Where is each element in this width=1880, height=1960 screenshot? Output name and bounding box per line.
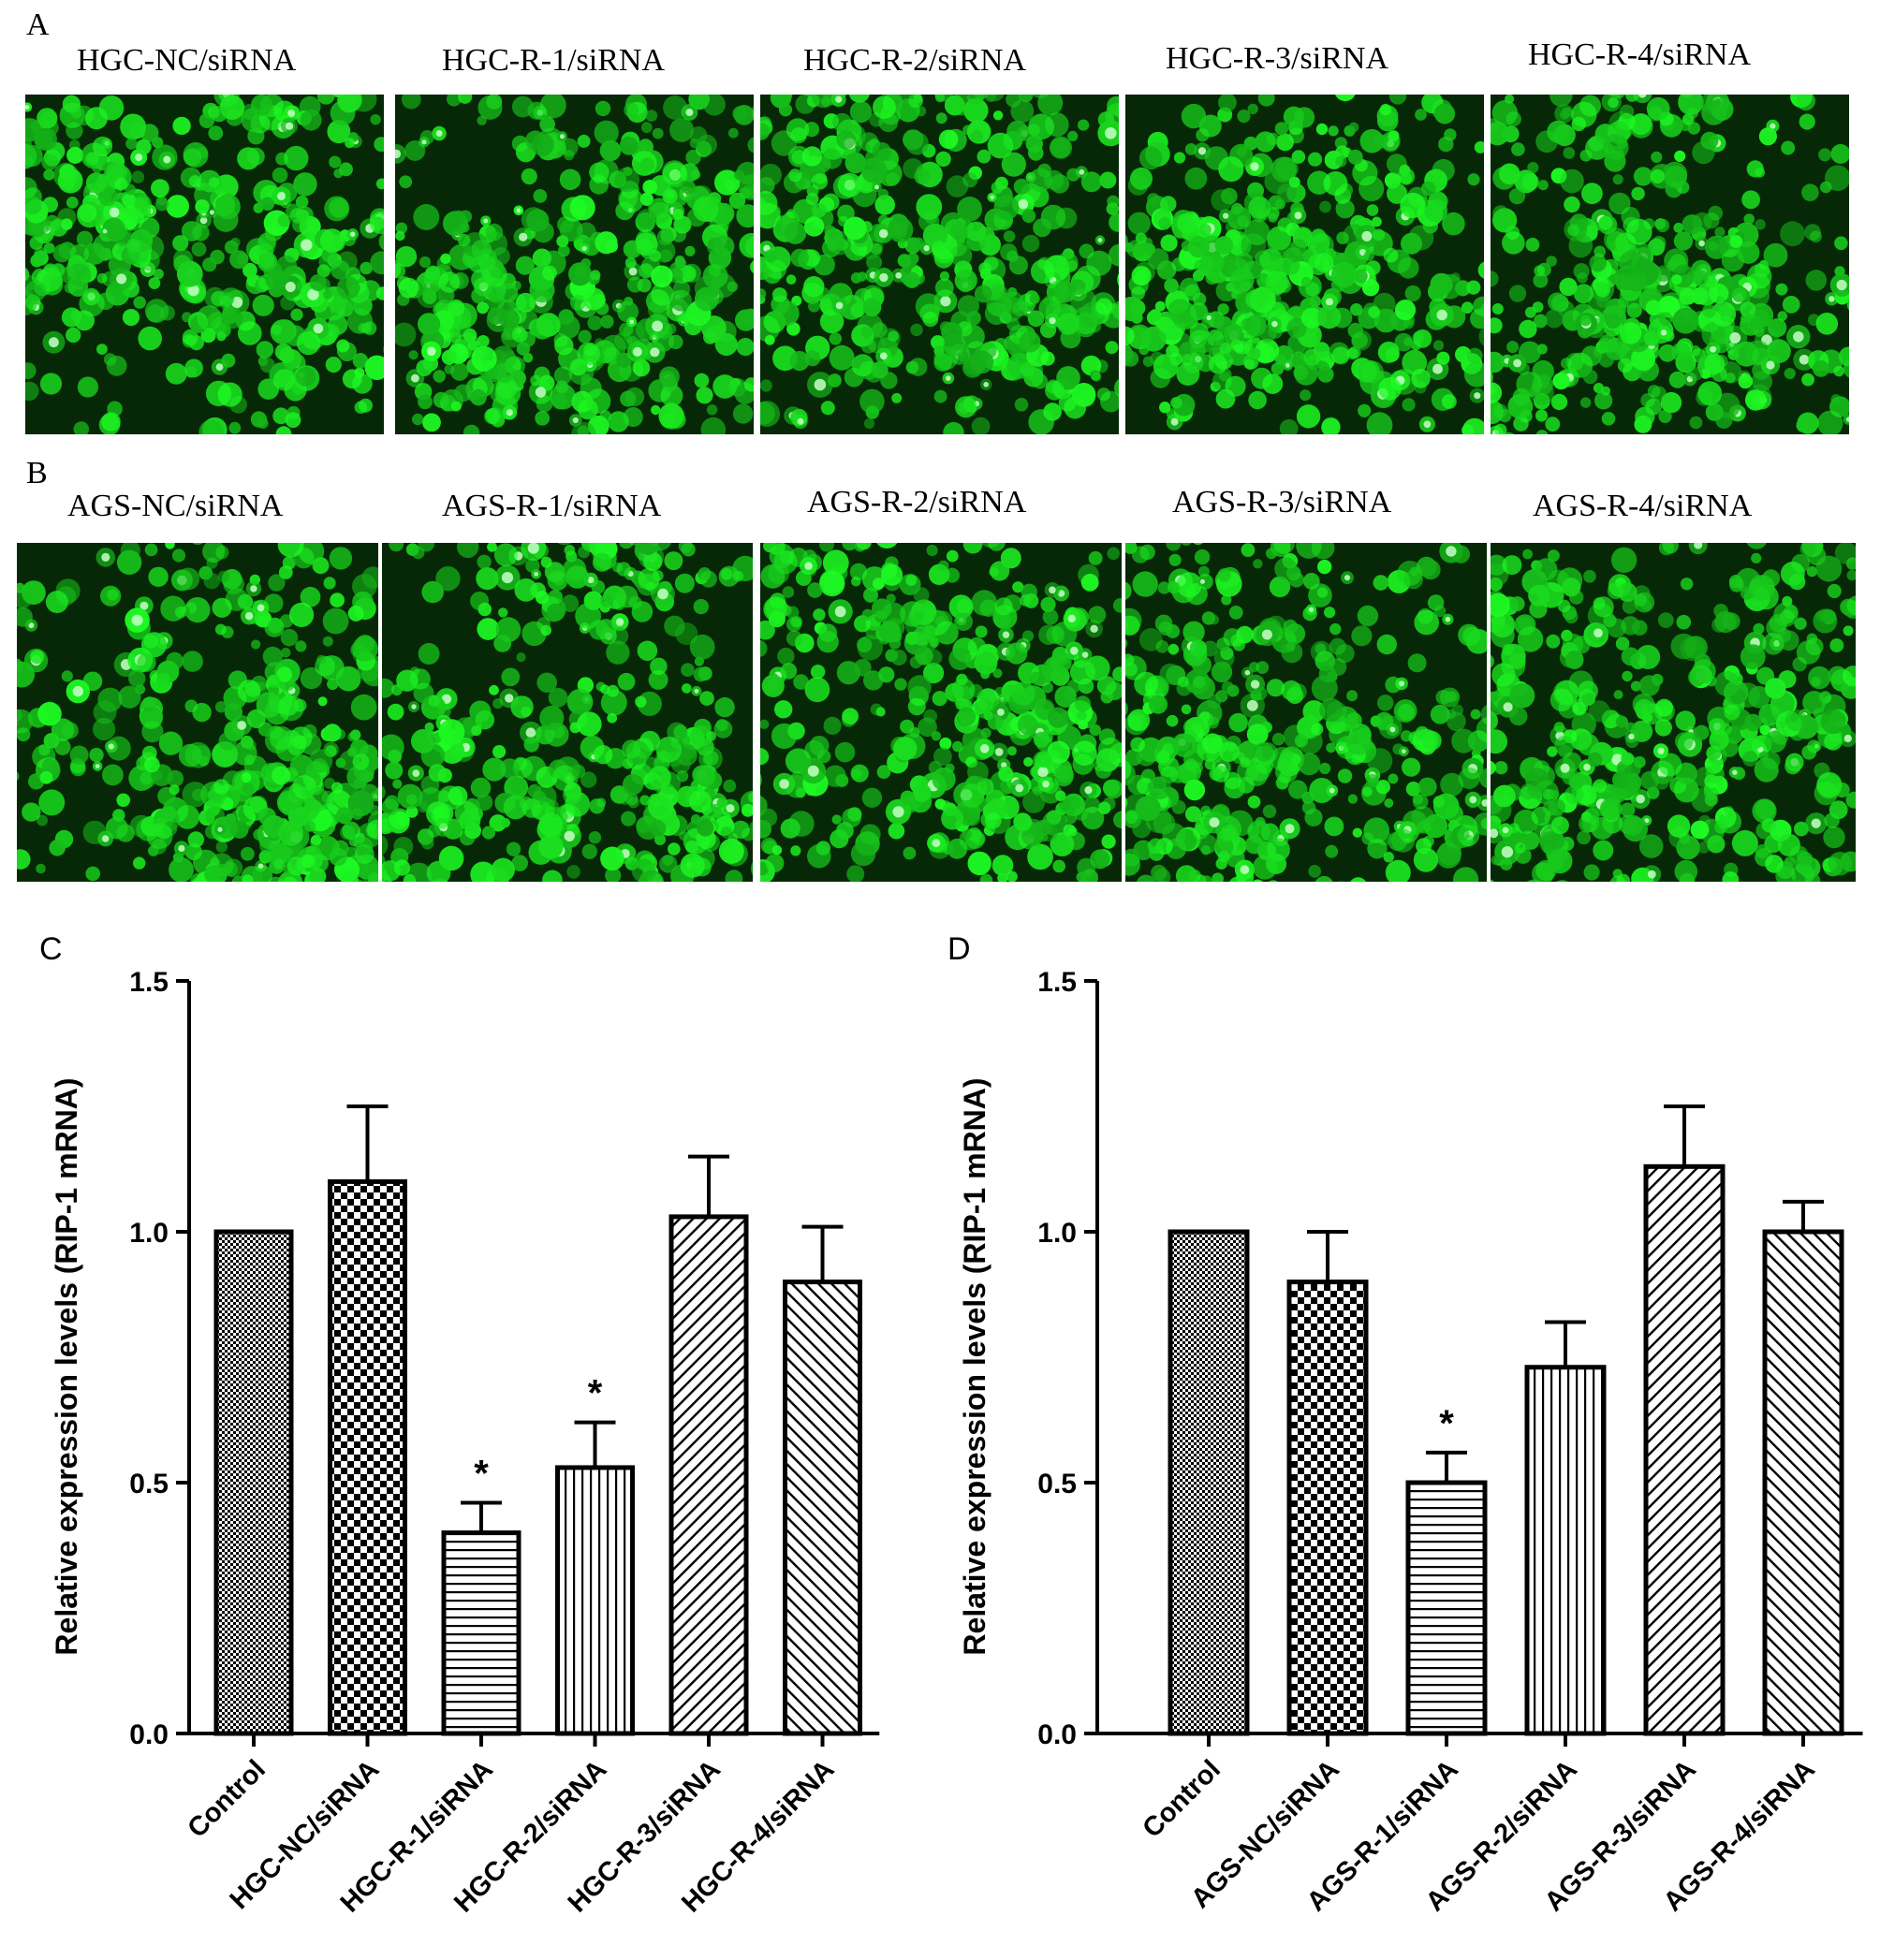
panel-b-caption-1: AGS-NC/siRNA <box>67 489 284 523</box>
micrograph-hgc-r3 <box>1125 95 1484 434</box>
chart-d-bar <box>1286 1280 1369 1736</box>
panel-a-caption-4: HGC-R-3/siRNA <box>1166 41 1389 76</box>
chart-d-bar <box>1643 1163 1726 1736</box>
panel-b-caption-4: AGS-R-3/siRNA <box>1172 485 1392 519</box>
panel-a-caption-1: HGC-NC/siRNA <box>77 43 297 78</box>
chart-c-ytick-label: 0.5 <box>129 1469 169 1499</box>
panel-a-caption-2: HGC-R-1/siRNA <box>442 43 666 78</box>
chart-d-y-label: Relative expression levels (RIP-1 mRNA) <box>958 1077 991 1655</box>
chart-c-letter: C <box>39 931 63 967</box>
micrograph-ags-nc <box>17 543 378 882</box>
panel-b-letter: B <box>26 456 48 490</box>
micrograph-hgc-nc <box>25 95 384 434</box>
chart-c-bar <box>441 1530 521 1736</box>
micrograph-ags-r2 <box>760 543 1122 882</box>
chart-d-bar <box>1405 1480 1488 1736</box>
panel-b-caption-3: AGS-R-2/siRNA <box>807 485 1027 519</box>
chart-d-category-label: Control <box>1137 1754 1226 1844</box>
micrograph-ags-r1 <box>382 543 753 882</box>
bar-charts: C 0.0 0.5 1.0 1.5 Relative expression levels … <box>39 931 1863 1919</box>
chart-d-ytick-label: 0.5 <box>1037 1469 1077 1499</box>
panel-b-caption-2: AGS-R-1/siRNA <box>442 489 662 523</box>
chart-d-ytick-label: 1.0 <box>1037 1218 1077 1249</box>
chart-c-bar <box>668 1214 749 1736</box>
chart-c-category-label: Control <box>182 1754 272 1844</box>
chart-c-significance-star: * <box>588 1373 603 1414</box>
chart-panel-c: C 0.0 0.5 1.0 1.5 Relative expression levels … <box>39 931 880 1919</box>
chart-c-y-label: Relative expression levels (RIP-1 mRNA) <box>50 1077 83 1655</box>
chart-d-bar <box>1168 1229 1250 1736</box>
chart-d-bar <box>1762 1229 1844 1736</box>
panel-a-caption-5: HGC-R-4/siRNA <box>1528 37 1752 72</box>
chart-d-ytick-label: 0.0 <box>1037 1719 1077 1750</box>
chart-c-ytick-label: 0.0 <box>129 1719 169 1750</box>
chart-c-bar <box>328 1178 407 1736</box>
panel-a-caption-3: HGC-R-2/siRNA <box>803 43 1027 78</box>
chart-d-ytick-label: 1.5 <box>1037 967 1077 998</box>
chart-d-significance-star: * <box>1439 1403 1454 1444</box>
chart-d-bar <box>1524 1365 1607 1736</box>
chart-c-ytick-label: 1.0 <box>129 1218 169 1249</box>
chart-d-letter: D <box>947 931 971 967</box>
micrograph-hgc-r2 <box>760 95 1119 434</box>
chart-c-bar <box>783 1280 862 1736</box>
micrograph-hgc-r4 <box>1491 95 1849 434</box>
chart-c-bar <box>555 1465 635 1736</box>
micrograph-hgc-r1 <box>395 95 754 434</box>
chart-panel-d: D 0.0 0.5 1.0 1.5 Relative expression levels … <box>947 931 1863 1917</box>
micrograph-ags-r4 <box>1491 543 1856 882</box>
chart-c-significance-star: * <box>474 1453 489 1494</box>
panel-b-caption-5: AGS-R-4/siRNA <box>1533 489 1753 523</box>
chart-c-ytick-label: 1.5 <box>129 967 169 998</box>
chart-c-bar <box>213 1229 294 1736</box>
panel-a-letter: A <box>26 7 50 42</box>
micrograph-ags-r3 <box>1125 543 1487 882</box>
